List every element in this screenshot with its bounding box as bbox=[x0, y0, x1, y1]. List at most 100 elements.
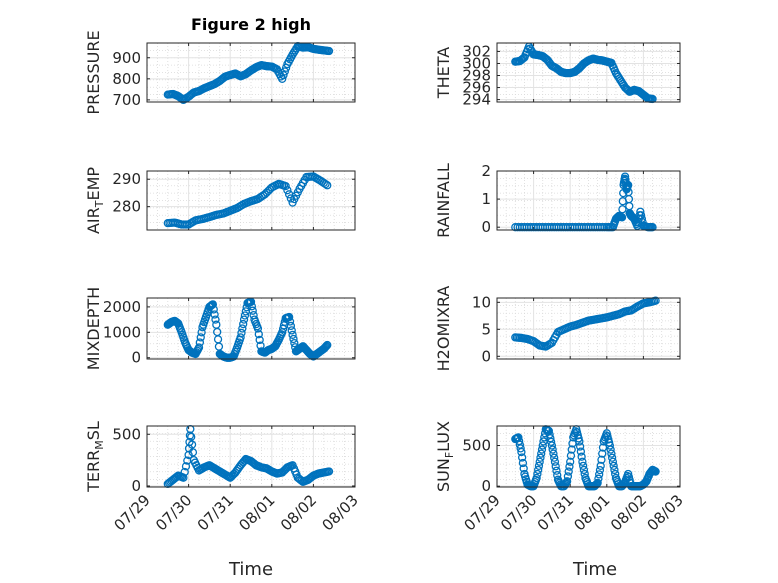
y-tick-label: 0 bbox=[481, 218, 491, 236]
y-tick-label: 2000 bbox=[103, 298, 141, 316]
data-point bbox=[551, 462, 560, 471]
y-tick-label: 290 bbox=[112, 170, 141, 188]
data-point bbox=[535, 457, 544, 466]
data-point bbox=[547, 441, 557, 450]
series-markers bbox=[511, 172, 657, 232]
data-point bbox=[648, 223, 657, 232]
data-point bbox=[607, 449, 616, 458]
data-point bbox=[567, 445, 576, 454]
subplot-pressure: 700 800 900 PRESSURE bbox=[84, 30, 356, 115]
data-point bbox=[533, 469, 542, 479]
data-point bbox=[187, 440, 197, 449]
data-point bbox=[281, 181, 290, 191]
axes-box bbox=[496, 170, 681, 231]
axes-box bbox=[496, 42, 681, 103]
data-point bbox=[534, 465, 543, 475]
data-point bbox=[324, 467, 334, 476]
axes-box bbox=[146, 425, 356, 488]
data-point bbox=[607, 453, 617, 462]
data-point bbox=[197, 328, 206, 337]
data-point bbox=[187, 432, 196, 442]
y-tick-label: 2 bbox=[481, 162, 491, 180]
data-point bbox=[565, 462, 574, 471]
data-point bbox=[575, 442, 585, 451]
data-point bbox=[577, 452, 586, 461]
data-point bbox=[288, 330, 297, 340]
grid bbox=[147, 426, 355, 487]
data-point bbox=[595, 470, 604, 479]
series-markers bbox=[511, 296, 660, 351]
y-tick-label: 500 bbox=[462, 437, 491, 455]
data-point bbox=[591, 481, 600, 490]
axes-box bbox=[146, 297, 356, 360]
subplot-air-temp: 280 290 AIRTEMP bbox=[84, 167, 356, 234]
data-point bbox=[188, 448, 198, 457]
y-axis-label: PRESSURE bbox=[84, 30, 103, 114]
data-point bbox=[255, 335, 264, 345]
data-point bbox=[322, 341, 331, 351]
data-point bbox=[323, 340, 332, 350]
data-point bbox=[563, 472, 573, 481]
data-point bbox=[609, 461, 618, 471]
data-point bbox=[597, 455, 606, 464]
y-tick-label: 500 bbox=[112, 425, 141, 443]
grid bbox=[497, 298, 680, 359]
data-point bbox=[279, 70, 288, 80]
y-tick-label: 900 bbox=[112, 49, 141, 67]
data-point bbox=[209, 305, 218, 314]
data-point bbox=[283, 186, 292, 195]
data-point bbox=[324, 46, 334, 56]
data-point bbox=[239, 319, 248, 329]
data-point bbox=[194, 343, 204, 352]
data-point bbox=[237, 328, 246, 338]
data-point bbox=[564, 467, 573, 476]
data-point bbox=[181, 462, 191, 471]
axes-box bbox=[146, 170, 356, 231]
data-point bbox=[287, 326, 296, 335]
data-point bbox=[516, 444, 525, 453]
data-point bbox=[517, 447, 526, 457]
y-axis-label: H2OMIXRA bbox=[434, 286, 453, 372]
data-point bbox=[239, 315, 249, 324]
data-point bbox=[579, 465, 589, 475]
data-point bbox=[323, 181, 332, 190]
subplot-terr-msl: 0 500 TERRMSL bbox=[84, 421, 356, 495]
data-point bbox=[598, 449, 607, 458]
data-point bbox=[321, 179, 330, 189]
y-tick-label: 1 bbox=[481, 190, 491, 208]
y-tick-label: 0 bbox=[131, 349, 141, 367]
data-point bbox=[278, 74, 287, 83]
data-point bbox=[578, 457, 587, 466]
data-point bbox=[210, 310, 219, 319]
y-tick-label: 0 bbox=[481, 477, 491, 495]
data-point bbox=[247, 302, 257, 311]
data-point bbox=[290, 338, 299, 348]
y-tick-label: 1000 bbox=[103, 323, 141, 341]
series-markers bbox=[163, 172, 332, 229]
data-point bbox=[550, 457, 560, 466]
y-tick-label: 700 bbox=[112, 91, 141, 109]
y-axis-label: TERRMSL bbox=[84, 421, 106, 493]
y-tick-label: 0 bbox=[481, 347, 491, 365]
data-point bbox=[254, 330, 263, 339]
series-markers bbox=[163, 42, 334, 105]
data-point bbox=[579, 461, 588, 471]
data-point bbox=[534, 461, 544, 471]
y-axis-label: RAINFALL bbox=[434, 163, 453, 238]
data-point bbox=[546, 437, 556, 447]
axes-box bbox=[496, 297, 681, 360]
subplot-rainfall: 0 1 2 RAINFALL bbox=[434, 162, 681, 238]
data-point bbox=[321, 342, 330, 352]
subplot-h2omixra: 0 5 10 H2OMIXRA bbox=[434, 286, 681, 372]
data-point bbox=[240, 311, 250, 320]
y-axis-label: SUNFLUX bbox=[434, 421, 456, 492]
data-point bbox=[208, 300, 218, 309]
y-axis-label: MIXDEPTH bbox=[84, 287, 103, 370]
y-tick-label: 0 bbox=[131, 477, 141, 495]
axes-box bbox=[496, 425, 681, 488]
data-point bbox=[548, 445, 557, 454]
series-markers bbox=[511, 425, 660, 491]
y-axis-label: AIRTEMP bbox=[84, 167, 106, 234]
data-point bbox=[289, 334, 298, 344]
